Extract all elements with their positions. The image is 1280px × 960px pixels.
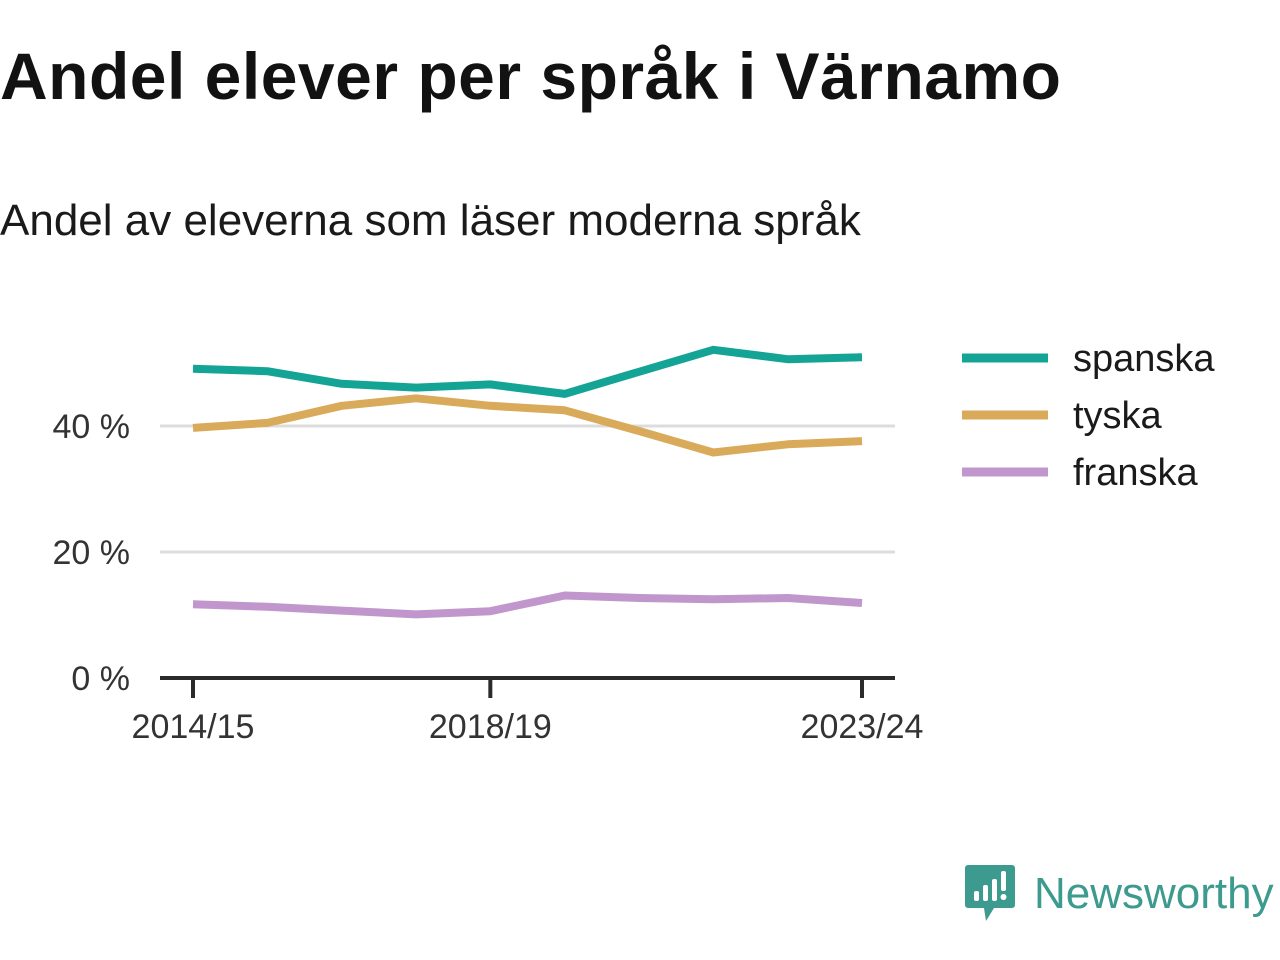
legend-label-franska: franska [1073, 452, 1198, 494]
series-line-tyska [192, 394, 863, 457]
newsworthy-logo-icon [965, 865, 1015, 921]
x-tick-label: 2014/15 [132, 708, 255, 746]
x-tick-label: 2018/19 [429, 708, 552, 746]
grid-lines [160, 424, 895, 554]
chart-title: Andel elever per språk i Värnamo [0, 39, 1062, 113]
legend-label-tyska: tyska [1073, 395, 1163, 437]
y-tick-label: 40 % [53, 408, 131, 446]
legend-label-spanska: spanska [1073, 338, 1215, 380]
newsworthy-logo: Newsworthy [964, 862, 1274, 926]
y-tick-label: 20 % [53, 534, 131, 572]
chart-subtitle: Andel av eleverna som läser moderna språ… [0, 196, 861, 245]
x-axis-labels: 2014/15 2018/19 2023/24 [132, 708, 924, 746]
brand-name: Newsworthy [1034, 869, 1274, 918]
series-line-spanska [192, 345, 863, 398]
y-tick-label: 0 % [71, 660, 130, 698]
x-tick-label: 2023/24 [801, 708, 924, 746]
series-lines [192, 345, 863, 619]
legend: spanska tyska franska [962, 338, 1215, 494]
y-axis-labels: 0 % 20 % 40 % [53, 408, 131, 698]
x-axis [160, 676, 895, 698]
series-line-franska [192, 591, 863, 619]
